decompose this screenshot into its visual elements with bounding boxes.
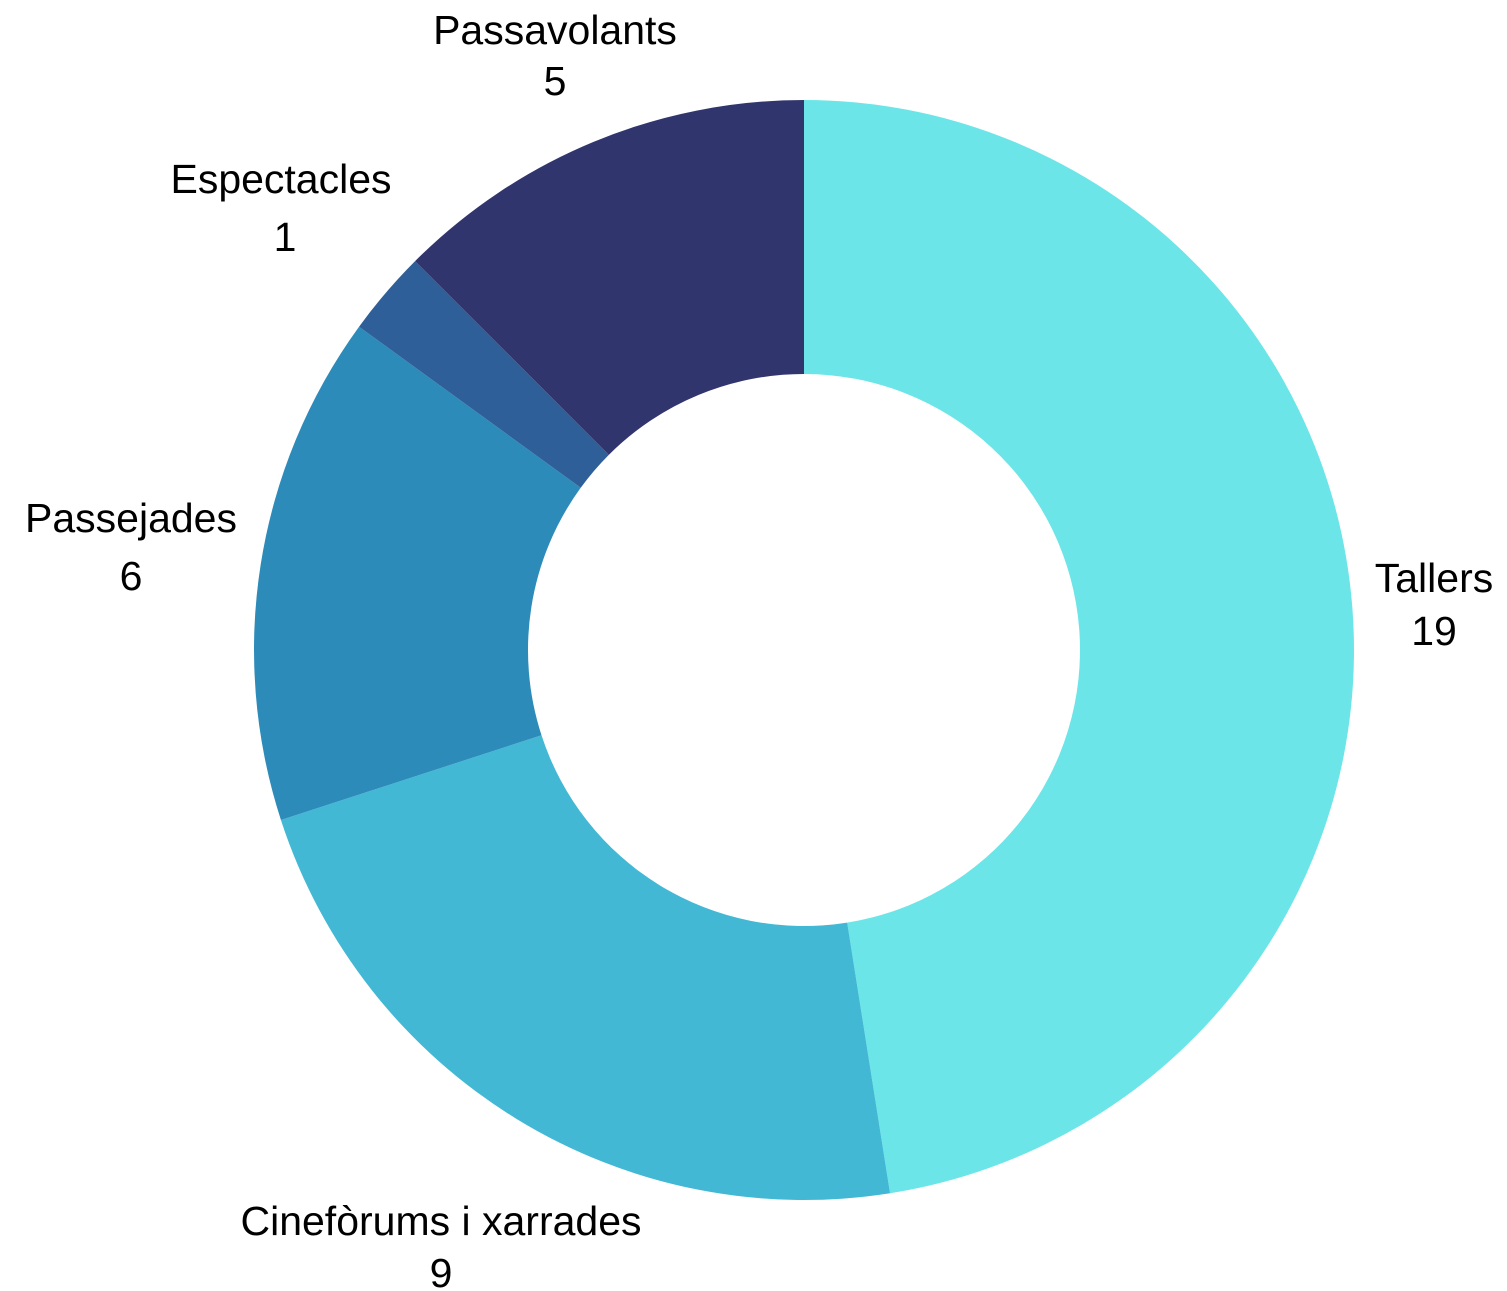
label-value-tallers: 19: [1411, 608, 1457, 654]
slice-espectacles: [359, 261, 609, 488]
label-name-espectacles: Espectacles: [170, 156, 391, 202]
label-value-espectacles: 1: [274, 214, 297, 260]
label-value-passavolants: 5: [544, 58, 567, 104]
label-name-tallers: Tallers: [1375, 555, 1493, 601]
label-value-cineforums: 9: [430, 1250, 453, 1291]
slice-cineforums-i-xarrades: [280, 735, 891, 1201]
label-name-passejades: Passejades: [25, 495, 237, 541]
slice-passavolants: [415, 100, 804, 455]
label-name-passavolants: Passavolants: [433, 7, 677, 53]
slice-passejades: [254, 326, 581, 820]
label-name-cineforums: Cinefòrums i xarrades: [240, 1198, 641, 1244]
slice-labels: Tallers 19 Cinefòrums i xarrades 9 Passe…: [25, 7, 1493, 1291]
donut-slices: [254, 100, 1354, 1201]
label-value-passejades: 6: [120, 553, 143, 599]
slice-tallers: [804, 100, 1354, 1194]
